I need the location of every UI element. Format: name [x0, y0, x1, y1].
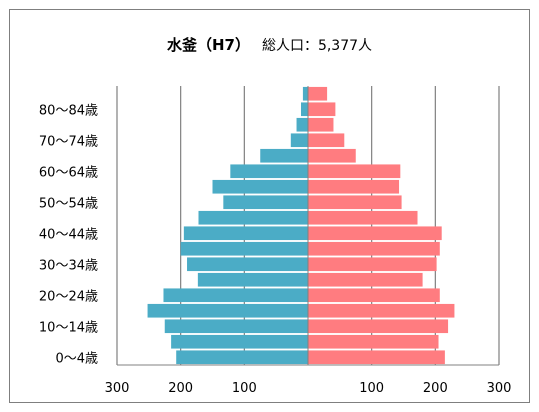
bar-left-1 [171, 334, 308, 349]
bar-left-13 [260, 148, 308, 163]
bar-right-7 [308, 241, 440, 256]
bar-right-1 [308, 334, 439, 349]
bar-right-5 [308, 272, 423, 287]
bar-right-14 [308, 133, 345, 148]
axes-group [117, 86, 499, 366]
y-tick-label-6: 30〜34歳 [39, 258, 98, 273]
chart-subtitle: 総人口：5,377人 [261, 38, 373, 54]
bar-right-6 [308, 257, 437, 272]
x-tick-label-5: 200 [423, 381, 448, 396]
bar-right-15 [308, 117, 334, 132]
bar-left-11 [212, 179, 308, 194]
bar-left-14 [290, 133, 308, 148]
bar-left-12 [230, 164, 308, 179]
bar-left-3 [147, 303, 308, 318]
bar-right-16 [308, 102, 336, 117]
bar-left-6 [187, 257, 308, 272]
bar-left-10 [223, 195, 308, 210]
y-tick-label-14: 70〜74歳 [39, 134, 98, 149]
y-tick-label-16: 80〜84歳 [39, 103, 98, 118]
y-tick-label-10: 50〜54歳 [39, 196, 98, 211]
y-tick-label-12: 60〜64歳 [39, 165, 98, 180]
x-tick-labels: 300 200 100 100 200 300 [105, 381, 512, 396]
bar-left-9 [198, 210, 308, 225]
y-tick-labels: 0〜4歳 10〜14歳 20〜24歳 30〜34歳 40〜44歳 50〜54歳 60〜64歳… [39, 103, 98, 366]
bar-right-2 [308, 319, 449, 334]
x-tick-label-1: 200 [168, 381, 193, 396]
bar-right-3 [308, 303, 455, 318]
bar-left-7 [180, 241, 308, 256]
bars-group [147, 86, 455, 365]
bar-left-8 [183, 226, 308, 241]
bar-right-13 [308, 148, 356, 163]
y-tick-label-2: 10〜14歳 [39, 320, 98, 335]
bar-right-12 [308, 164, 401, 179]
x-tick-label-4: 100 [359, 381, 384, 396]
bar-right-10 [308, 195, 402, 210]
bar-left-15 [296, 117, 308, 132]
x-tick-label-6: 300 [487, 381, 512, 396]
y-tick-label-4: 20〜24歳 [39, 289, 98, 304]
x-tick-label-2: 100 [232, 381, 257, 396]
bar-left-4 [163, 288, 308, 303]
bar-left-17 [302, 86, 308, 101]
chart-title: 水釜（H7） [166, 36, 250, 54]
bar-left-0 [176, 350, 308, 365]
bar-right-11 [308, 179, 400, 194]
y-tick-label-8: 40〜44歳 [39, 227, 98, 242]
bar-right-9 [308, 210, 418, 225]
bar-left-2 [164, 319, 308, 334]
grid-lines [116, 86, 500, 365]
x-tick-label-0: 300 [105, 381, 130, 396]
bar-right-4 [308, 288, 440, 303]
bar-left-5 [197, 272, 308, 287]
chart-title-block: 水釜（H7） 総人口：5,377人 [0, 34, 539, 55]
bar-left-16 [300, 102, 308, 117]
bar-right-17 [308, 86, 328, 101]
y-tick-label-0: 0〜4歳 [55, 351, 98, 366]
bar-right-0 [308, 350, 445, 365]
bar-right-8 [308, 226, 442, 241]
